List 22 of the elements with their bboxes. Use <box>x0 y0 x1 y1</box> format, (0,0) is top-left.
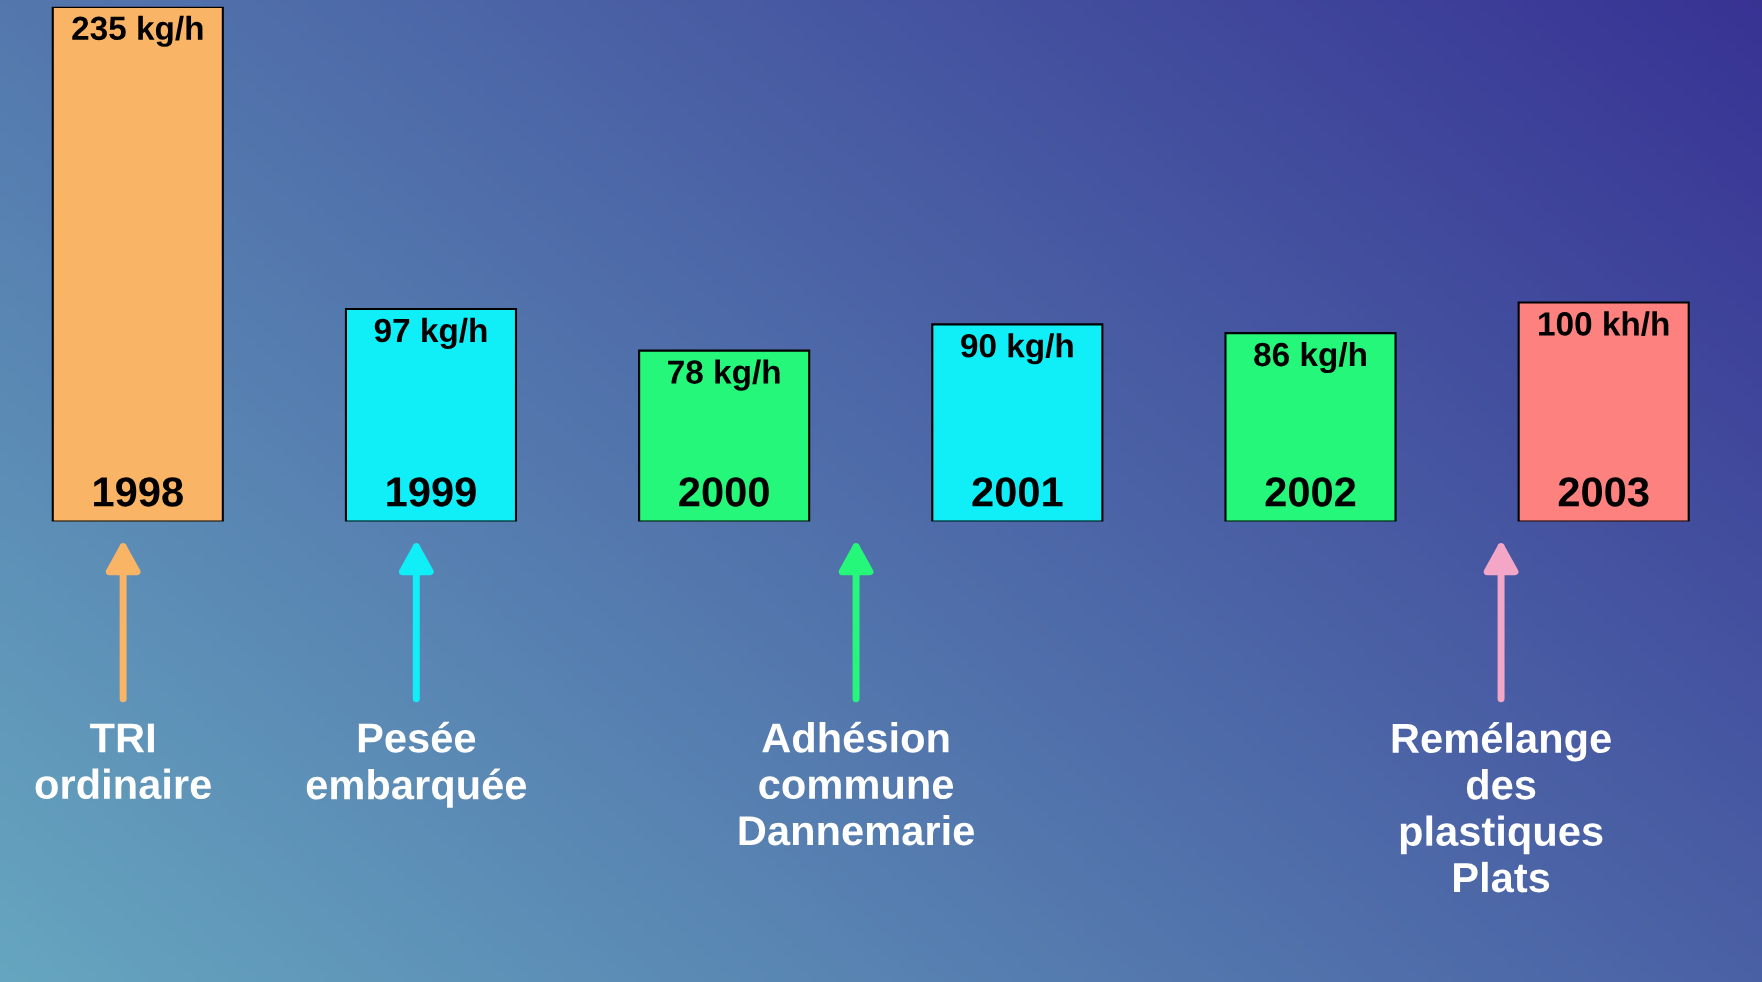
data-label: 90 kg/h <box>961 333 1073 365</box>
text: Remélange des plastiques Plats <box>1392 722 1611 893</box>
data-label: 86 kg/h <box>1254 341 1366 374</box>
x-tick-label: 2001 <box>972 477 1063 507</box>
x-tick-label: 1999 <box>387 477 476 507</box>
bar <box>1224 332 1397 522</box>
text: Adhésion commune Dannemarie <box>739 721 974 846</box>
bar <box>931 323 1104 522</box>
text: TRI ordinaire <box>35 723 211 800</box>
x-tick-label: 2002 <box>1265 477 1356 507</box>
x-tick-label: 2003 <box>1558 477 1649 507</box>
data-label: 235 kg/h <box>72 15 203 47</box>
text: Pesée embarquée <box>306 721 527 808</box>
x-tick-label: 2000 <box>679 477 769 507</box>
data-label: 78 kg/h <box>668 359 780 391</box>
bar <box>638 349 811 522</box>
data-label: 100 kh/h <box>1539 311 1669 337</box>
x-tick-label: 1998 <box>94 477 183 507</box>
bar <box>1517 301 1690 522</box>
bar <box>51 6 224 522</box>
data-label: 97 kg/h <box>374 317 487 350</box>
bar <box>344 308 518 522</box>
